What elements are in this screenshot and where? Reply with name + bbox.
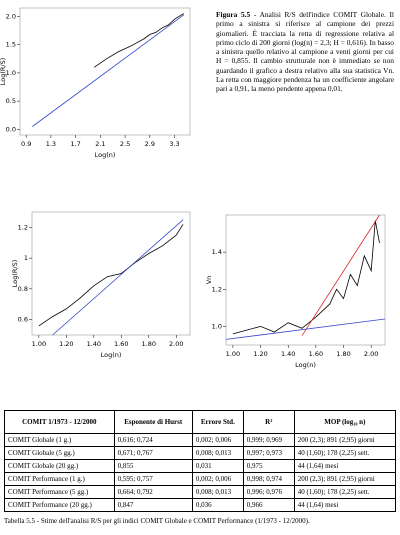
table-cell: 0,008; 0,013 (191, 446, 244, 460)
x-tick-label: 2.5 (120, 140, 130, 148)
y-tick-label: 0.0 (6, 125, 16, 133)
table-cell: COMIT Performance (5 gg.) (4, 485, 115, 499)
x-axis-label: Log(n) (295, 361, 316, 369)
x-tick-label: 1.60 (114, 340, 128, 348)
table-cell: 40 (1,60); 178 (2,25) sett. (293, 485, 397, 499)
x-axis-label: Log(n) (95, 151, 116, 159)
x-tick-label: 1.7 (70, 140, 80, 148)
y-axis-label: Log(R/S) (0, 58, 7, 86)
figure-caption: Figura 5.5 - Analisi R/S dell'indice COM… (216, 10, 394, 94)
plot-frame (31, 211, 191, 336)
x-tick-label: 2.00 (169, 340, 183, 348)
table-cell: 40 (1,60); 178 (2,25) sett. (293, 446, 397, 460)
table-cell: 0,975 (242, 459, 295, 473)
table-row: COMIT Performance (1 g.) 0,595; 0,757 0,00… (4, 472, 397, 486)
header-cell: Esponente di Hurst (113, 410, 193, 434)
series-line (38, 224, 184, 327)
y-tick-label: 0.6 (18, 316, 28, 324)
table-cell: 0,996; 0,976 (242, 485, 295, 499)
table-row: COMIT Globale (20 gg.) 0,855 0,031 0,975 44 … (4, 459, 397, 473)
y-tick-label: 1.2 (212, 285, 222, 293)
x-tick-label: 1.20 (253, 350, 267, 358)
x-tick-label: 3.3 (169, 140, 179, 148)
header-cell: R² (242, 410, 295, 434)
table-cell: 0,595; 0,757 (113, 472, 193, 486)
figure-text: - Analisi R/S dell'indice COMIT Globale.… (216, 10, 394, 94)
x-tick-label: 1.3 (46, 140, 56, 148)
table-row: COMIT Performance (5 gg.) 0,664; 0,792 0,0… (4, 485, 397, 499)
header-cell: COMIT 1/1973 - 12/2000 (4, 410, 115, 434)
x-axis-label: Log(n) (101, 351, 122, 359)
y-tick-label: 2.0 (6, 12, 16, 20)
table-cell: 0,847 (113, 498, 193, 512)
x-tick-label: 1.20 (59, 340, 73, 348)
table-cell: 0,036 (191, 498, 244, 512)
table-cell: 200 (2,3); 891 (2,95) giorni (293, 433, 397, 447)
y-tick-label: 0.5 (6, 97, 16, 105)
y-axis-label: Log(R/S) (11, 260, 19, 288)
table-caption: Tabella 5.5 - Stime dell'analisi R/S per… (4, 517, 310, 525)
table-cell: COMIT Performance (20 gg.) (4, 498, 115, 512)
y-tick-label: 0.8 (18, 285, 28, 293)
table-row: COMIT Globale (1 g.) 0,616; 0,724 0,002; 0… (4, 433, 397, 447)
table-cell: COMIT Performance (1 g.) (4, 472, 115, 486)
results-table: COMIT 1/1973 - 12/2000 Esponente di Hurst… (4, 410, 397, 512)
x-tick-label: 1.40 (281, 350, 295, 358)
table-cell: COMIT Globale (5 gg.) (4, 446, 115, 460)
x-tick-label: 2.9 (145, 140, 155, 148)
header-cell: Errore Std. (191, 410, 244, 434)
x-tick-label: 1.00 (226, 350, 240, 358)
table-row: COMIT Globale (5 gg.) 0,671; 0,767 0,008; … (4, 446, 397, 460)
y-tick-label: 1.0 (212, 322, 222, 330)
table-cell: 44 (1,64) mesi (293, 498, 397, 512)
table-cell: 0,966 (242, 498, 295, 512)
table-row: COMIT Performance (20 gg.) 0,847 0,036 0,96… (4, 498, 397, 512)
figures: 0.9 1.3 1.7 2.1 2.5 2.9 3.3 0.0 0.5 1.0 1.5 2.0 Log(… (0, 7, 386, 369)
plot-frame (19, 7, 191, 136)
series-line (52, 219, 184, 336)
y-tick-label: 1.2 (18, 223, 28, 231)
table-cell: 0,664; 0,792 (113, 485, 193, 499)
table-cell: 44 (1,64) mesi (293, 459, 397, 473)
x-tick-label: 1.00 (32, 340, 46, 348)
y-tick-label: 1.4 (212, 248, 222, 256)
plot-frame (225, 214, 386, 346)
table-cell: 0,855 (113, 459, 193, 473)
x-tick-label: 1.40 (87, 340, 101, 348)
x-tick-label: 1.60 (309, 350, 323, 358)
x-tick-label: 2.1 (95, 140, 105, 148)
header-cell: MOP (log₁₀ n) (293, 410, 397, 434)
header-row: COMIT 1/1973 - 12/2000 Esponente di Hurst… (4, 410, 397, 434)
series-line (32, 14, 185, 127)
x-tick-label: 1.80 (336, 350, 350, 358)
series-line (301, 214, 380, 336)
table-cell: 0,671; 0,767 (113, 446, 193, 460)
y-tick-label: 1.0 (6, 69, 16, 77)
table-cell: 0,616; 0,724 (113, 433, 193, 447)
figure-label: Figura 5.5 (216, 10, 251, 19)
series-line (93, 13, 184, 68)
table-cell: 0,999; 0,969 (242, 433, 295, 447)
y-tick-label: 1.5 (6, 41, 16, 49)
table-cell: 0,997; 0,973 (242, 446, 295, 460)
table-cell: 0,998; 0,974 (242, 472, 295, 486)
table-cell: COMIT Globale (1 g.) (4, 433, 115, 447)
table-cell: COMIT Globale (20 gg.) (4, 459, 115, 473)
x-tick-label: 2.00 (364, 350, 378, 358)
series-line (225, 318, 386, 340)
y-axis-label: Vn (205, 276, 213, 285)
table-cell: 0,031 (191, 459, 244, 473)
y-tick-label: 1 (24, 254, 28, 262)
table-cell: 0,002; 0,006 (191, 472, 244, 486)
table-cell: 0,002; 0,006 (191, 433, 244, 447)
x-tick-label: 0.9 (21, 140, 31, 148)
series-line (232, 220, 380, 335)
table-cell: 0,008; 0,013 (191, 485, 244, 499)
table-cell: 200 (2,3); 891 (2,95) giorni (293, 472, 397, 486)
x-tick-label: 1.80 (142, 340, 156, 348)
